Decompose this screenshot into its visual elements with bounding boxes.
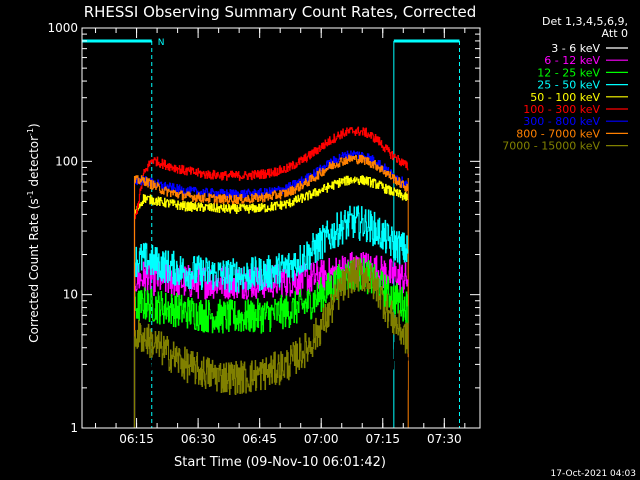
legend-label-6: 300 - 800 keV [523,115,600,128]
chart-title: RHESSI Observing Summary Count Rates, Co… [84,3,477,21]
y-axis-label-mid: detector [27,136,41,191]
x-tick-label-5: 07:30 [427,432,462,446]
series-line-4 [133,175,409,428]
y-axis-label-end: ) [27,123,41,128]
legend-label-1: 6 - 12 keV [544,54,600,67]
legend-label-7: 800 - 7000 keV [516,127,600,140]
date-stamp: 17-Oct-2021 04:03 [551,469,636,479]
y-axis-label-sup2: -1 [26,128,35,136]
y-tick-label-1: 10 [63,288,78,302]
x-tick-label-2: 06:45 [242,432,277,446]
legend-label-3: 25 - 50 keV [537,79,600,92]
y-axis-label-main: Corrected Count Rate (s [27,198,41,342]
night-marker-label: N [158,38,165,48]
legend-label-2: 12 - 25 keV [537,66,600,79]
x-tick-label-0: 06:15 [119,432,154,446]
legend-header-line-1: Att 0 [602,27,628,40]
series-line-7 [133,154,409,428]
x-axis-label: Start Time (09-Nov-10 06:01:42) [174,455,386,470]
legend-label-8: 7000 - 15000 keV [502,140,600,153]
legend-label-4: 50 - 100 keV [530,91,600,104]
x-tick-label-1: 06:30 [181,432,216,446]
y-axis-label: Corrected Count Rate (s-1 detector-1) [26,123,41,342]
series-line-8 [133,257,409,428]
x-tick-label-3: 07:00 [304,432,339,446]
y-tick-label-2: 100 [55,154,78,168]
x-tick-label-4: 07:15 [365,432,400,446]
plot-axes: 1 10 100 1000 06:15 06:30 06:45 07:00 07:15 07:30 [47,21,481,446]
series-line-6 [133,150,409,428]
plot-frame [81,27,481,429]
series-line-0 [133,290,409,429]
legend-header-line-0: Det 1,3,4,5,6,9, [542,15,628,28]
series-line-3 [133,205,409,428]
legend-header: Det 1,3,4,5,6,9,Att 0 [542,15,628,40]
svg-text:Corrected Count Rate (s-1 dete: Corrected Count Rate (s-1 detector-1) [26,123,41,342]
plot-series [133,126,409,429]
legend-label-5: 100 - 300 keV [523,103,600,116]
series-line-5 [133,126,409,428]
legend-label-0: 3 - 6 keV [551,42,600,55]
y-tick-label-0: 1 [70,421,78,435]
y-tick-label-3: 1000 [47,21,78,35]
y-axis-label-sup1: -1 [26,190,35,198]
